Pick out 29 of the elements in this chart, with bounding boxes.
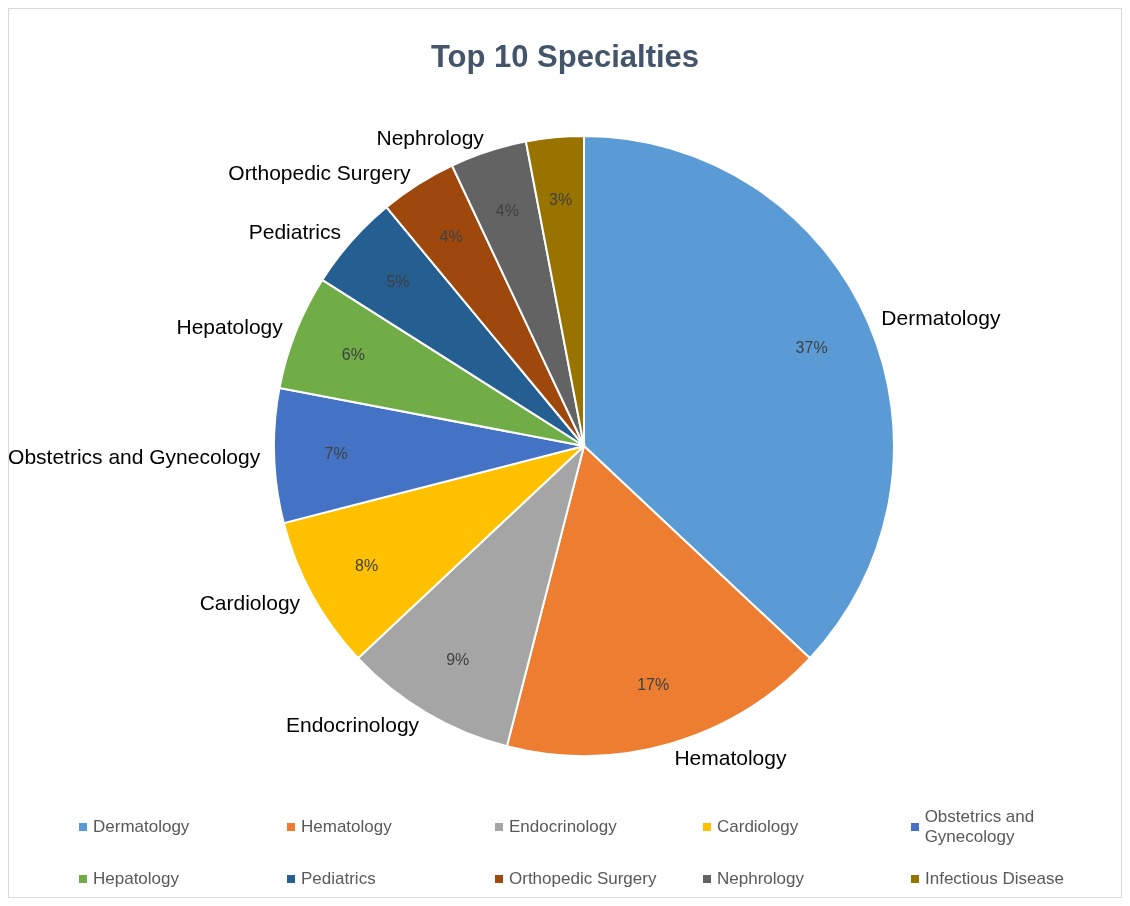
data-label: 4% bbox=[439, 228, 463, 246]
data-label: 5% bbox=[386, 273, 410, 291]
data-label: 37% bbox=[795, 339, 828, 357]
slice-label: Hepatology bbox=[176, 315, 284, 339]
slice-label: Pediatrics bbox=[248, 220, 341, 244]
slice-label: Nephrology bbox=[376, 126, 485, 150]
chart-title: Top 10 Specialties bbox=[429, 39, 701, 76]
data-label: 8% bbox=[355, 556, 379, 574]
legend-label: Dermatology bbox=[93, 817, 190, 837]
legend-label: Cardiology bbox=[717, 817, 799, 837]
slice-label: Dermatology bbox=[881, 305, 1001, 329]
legend-label: Hematology bbox=[301, 817, 392, 837]
legend-label: Hepatology bbox=[93, 869, 180, 889]
legend-label: Orthopedic Surgery bbox=[509, 869, 657, 889]
data-label: 7% bbox=[324, 445, 348, 463]
slice-label: Orthopedic Surgery bbox=[228, 160, 411, 184]
slice-label: Obstetrics and Gynecology bbox=[8, 444, 261, 468]
slice-label: Endocrinology bbox=[285, 713, 420, 737]
slice-label: Cardiology bbox=[199, 590, 301, 614]
data-label: 9% bbox=[446, 650, 470, 668]
legend-label: Infectious Disease bbox=[925, 869, 1064, 889]
slice-label: Hematology bbox=[674, 745, 787, 769]
data-label: 17% bbox=[637, 675, 670, 693]
legend-label: Nephrology bbox=[717, 869, 804, 889]
data-label: 6% bbox=[341, 346, 365, 364]
legend-label: Pediatrics bbox=[301, 869, 376, 889]
data-label: 3% bbox=[549, 190, 573, 208]
legend-label: Obstetrics and Gynecology bbox=[924, 807, 1036, 847]
legend-label: Endocrinology bbox=[509, 817, 617, 837]
